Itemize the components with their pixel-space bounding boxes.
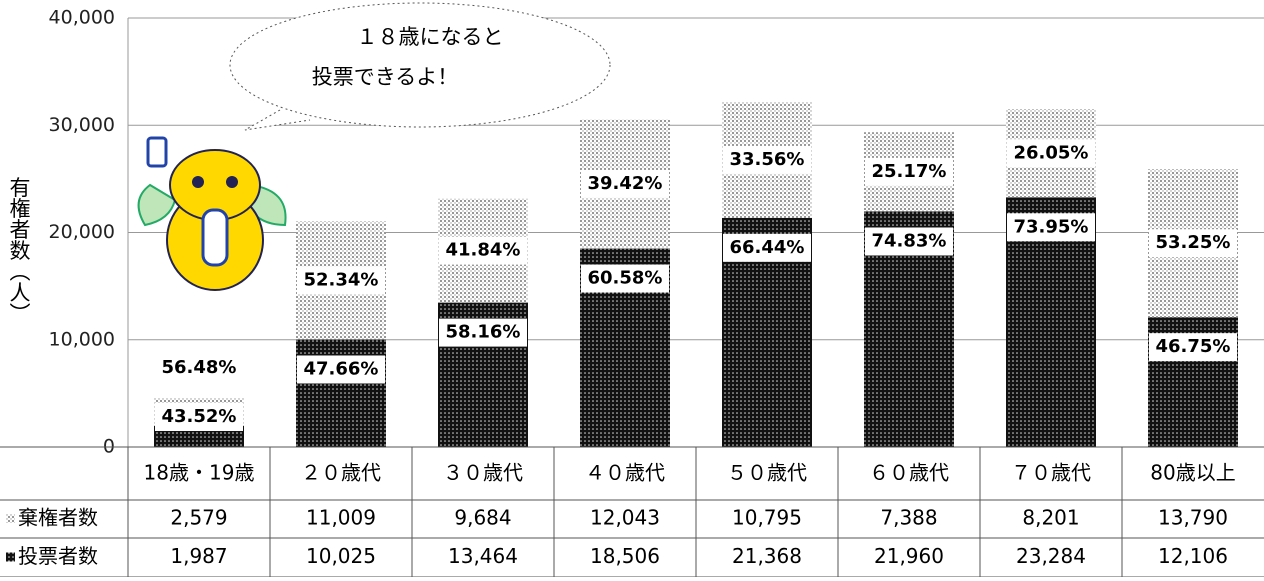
category-label: 18歳・19歳 xyxy=(144,461,255,485)
y-axis-label: 有権者数（人） xyxy=(7,177,31,324)
table-value: 10,795 xyxy=(732,506,802,530)
data-label: 56.48% xyxy=(162,357,237,378)
table-value: 12,043 xyxy=(590,506,660,530)
data-label: 39.42% xyxy=(588,173,663,194)
category-label: 80歳以上 xyxy=(1150,461,1235,485)
table-value: 23,284 xyxy=(1016,544,1086,568)
legend-label: 棄権者数 xyxy=(18,506,98,530)
label-bg xyxy=(723,145,811,174)
legend-swatch xyxy=(6,552,15,562)
y-axis-label-group: 有権者数（人） xyxy=(7,177,31,324)
table-value: 13,790 xyxy=(1158,506,1228,530)
bar-segment xyxy=(154,425,244,447)
category-label: ２０歳代 xyxy=(301,461,381,485)
y-tick-label: 20,000 xyxy=(49,221,115,243)
y-tick-label: 30,000 xyxy=(49,114,115,136)
y-tick-label: 40,000 xyxy=(49,7,115,29)
data-label: 66.44% xyxy=(730,237,805,258)
legend-label: 投票者数 xyxy=(18,544,98,568)
label-bg xyxy=(723,233,811,262)
label-bg xyxy=(581,264,669,293)
table-value: 10,025 xyxy=(306,544,376,568)
table-value: 8,201 xyxy=(1022,506,1079,530)
table-value: 7,388 xyxy=(880,506,937,530)
label-bg xyxy=(155,354,243,383)
table-value: 11,009 xyxy=(306,506,376,530)
data-label: 52.34% xyxy=(304,269,379,290)
speech-bubble xyxy=(229,2,611,128)
table-value: 12,106 xyxy=(1158,544,1228,568)
category-label: ４０歳代 xyxy=(585,461,665,485)
data-label: 73.95% xyxy=(1014,216,1089,237)
table-value: 2,579 xyxy=(170,506,227,530)
label-bg xyxy=(297,355,385,384)
label-bg xyxy=(439,236,527,265)
data-label: 26.05% xyxy=(1014,142,1089,163)
category-label: ３０歳代 xyxy=(443,461,523,485)
table-value: 13,464 xyxy=(448,544,518,568)
annotation: １８歳になると xyxy=(357,25,504,49)
annotation: 投票できるよ！ xyxy=(312,65,459,89)
data-table: 18歳・19歳 ２０歳代 ３０歳代 ４０歳代 ５０歳代 ６０歳代 ７０歳代 80歳以上棄権者数… xyxy=(0,446,1264,578)
data-label: 33.56% xyxy=(730,149,805,170)
data-label: 53.25% xyxy=(1156,232,1231,253)
table-value: 1,987 xyxy=(170,544,227,568)
table-value: 21,368 xyxy=(732,544,802,568)
label-bg xyxy=(1149,229,1237,258)
bars: 43.52% 56.48% 47.66% 52.34% 58.16% 41.84% 60.5… xyxy=(154,102,1238,447)
label-bg xyxy=(865,227,953,256)
y-tick-label: 10,000 xyxy=(49,328,115,350)
table-value: 18,506 xyxy=(590,544,660,568)
category-label: ５０歳代 xyxy=(727,461,807,485)
data-label: 25.17% xyxy=(872,161,947,182)
data-label: 74.83% xyxy=(872,230,947,251)
label-bg xyxy=(1007,213,1095,242)
data-label: 47.66% xyxy=(304,358,379,379)
label-bg xyxy=(155,403,243,431)
label-bg xyxy=(1149,333,1237,362)
category-label: ６０歳代 xyxy=(869,461,949,485)
table-value: 9,684 xyxy=(454,506,511,530)
label-bg xyxy=(865,157,953,186)
data-label: 41.84% xyxy=(446,240,521,261)
data-label: 43.52% xyxy=(162,406,237,427)
mascot xyxy=(137,136,287,291)
category-label: ７０歳代 xyxy=(1011,461,1091,485)
data-label: 58.16% xyxy=(446,322,521,343)
label-bg xyxy=(581,169,669,198)
legend-swatch xyxy=(6,514,15,523)
bubble-tail xyxy=(244,109,311,131)
table-value: 21,960 xyxy=(874,544,944,568)
label-bg xyxy=(1007,139,1095,168)
label-bg xyxy=(297,266,385,295)
data-label: 60.58% xyxy=(588,268,663,289)
label-bg xyxy=(439,318,527,347)
data-label: 46.75% xyxy=(1156,336,1231,357)
